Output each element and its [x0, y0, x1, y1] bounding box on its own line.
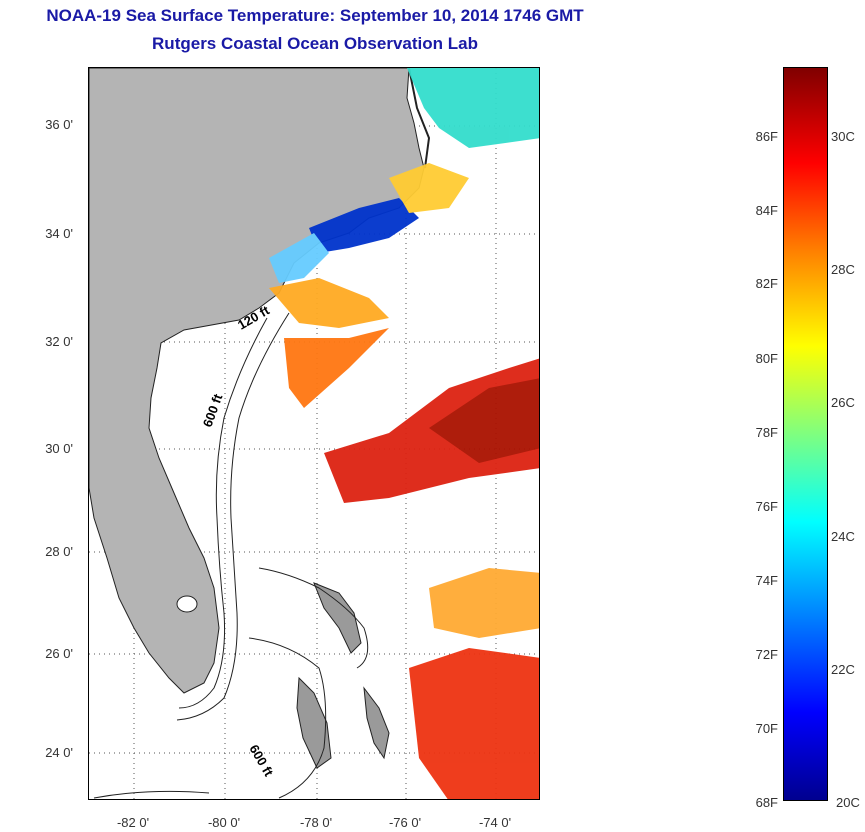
scale-label-84f: 84F [755, 203, 778, 218]
bahamas-eleuthera [363, 686, 390, 760]
scale-label-86f: 86F [755, 129, 778, 144]
lon-label-82: -82 0' [116, 815, 150, 830]
bahamas-abaco [313, 582, 362, 654]
lat-label-34: 34 0' [45, 226, 73, 241]
scale-label-28c: 28C [831, 262, 855, 277]
sst-patch-cool-north [407, 68, 539, 148]
scale-label-24c: 24C [831, 529, 855, 544]
lat-label-28: 28 0' [45, 544, 73, 559]
color-scale-bar [783, 67, 828, 801]
sst-patch-red-south [409, 648, 539, 799]
scale-label-68f: 68F [755, 795, 778, 810]
sst-patch-orange-1 [269, 278, 389, 328]
sst-patch-yellow [389, 163, 469, 213]
sst-patch-darkred [429, 378, 539, 463]
scale-label-80f: 80F [755, 351, 778, 366]
scale-label-76f: 76F [755, 499, 778, 514]
scale-label-82f: 82F [755, 276, 778, 291]
lon-label-76: -76 0' [388, 815, 422, 830]
lon-label-78: -78 0' [299, 815, 333, 830]
scale-label-74f: 74F [755, 573, 778, 588]
sst-patch-cold-shelf [309, 198, 419, 253]
lon-label-80: -80 0' [207, 815, 241, 830]
scale-label-20c: 20C [836, 795, 860, 810]
scale-label-78f: 78F [755, 425, 778, 440]
scale-label-22c: 22C [831, 662, 855, 677]
sst-patch-cyan [269, 233, 329, 283]
map-subtitle: Rutgers Coastal Ocean Observation Lab [152, 34, 478, 53]
lat-label-24: 24 0' [45, 745, 73, 760]
sst-patch-orange-south [429, 568, 539, 638]
lat-label-36: 36 0' [45, 117, 73, 132]
map-title: NOAA-19 Sea Surface Temperature: Septemb… [46, 6, 584, 25]
scale-label-30c: 30C [831, 129, 855, 144]
outer-banks [408, 68, 431, 169]
sst-map-canvas: 120 ft 600 ft 600 ft [89, 68, 539, 799]
sst-patch-orange-2 [284, 328, 389, 408]
bahamas-andros [296, 676, 332, 769]
sst-map: 120 ft 600 ft 600 ft [88, 67, 540, 800]
scale-label-72f: 72F [755, 647, 778, 662]
lake-okeechobee [176, 595, 198, 613]
lon-label-74: -74 0' [478, 815, 512, 830]
lat-label-26: 26 0' [45, 646, 73, 661]
sst-patches [269, 68, 539, 799]
lat-label-30: 30 0' [45, 441, 73, 456]
scale-label-26c: 26C [831, 395, 855, 410]
lat-label-32: 32 0' [45, 334, 73, 349]
scale-label-70f: 70F [755, 721, 778, 736]
depth-contours [93, 312, 369, 799]
